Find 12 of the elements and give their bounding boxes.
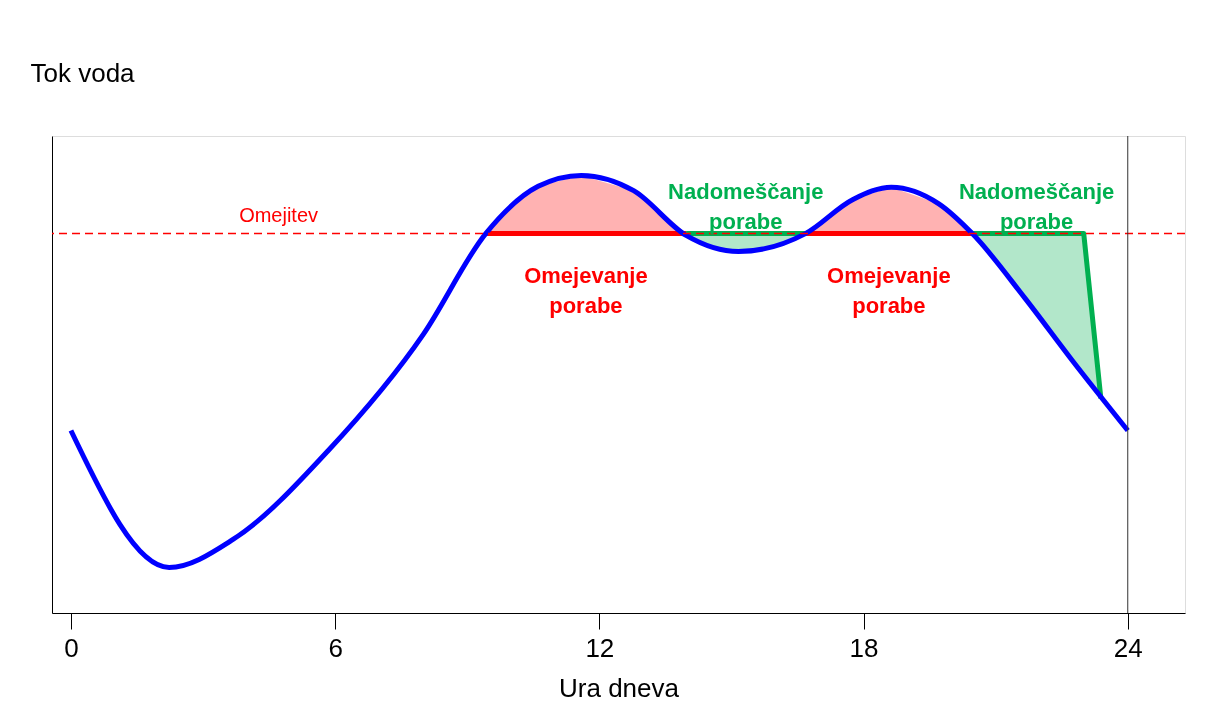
x-axis-title: Ura dneva <box>559 672 680 703</box>
x-tick-label: 0 <box>64 632 79 663</box>
x-tick-label: 12 <box>585 632 615 663</box>
annotation: Nadomeščanje porabe <box>958 178 1115 234</box>
ref-line-label: Omejitev <box>239 203 319 226</box>
annotation: Omejevanje porabe <box>524 262 648 318</box>
annotation: Nadomeščanje porabe <box>668 178 824 234</box>
x-tick-label: 6 <box>328 632 343 663</box>
annotation: Omejevanje porabe <box>827 262 951 318</box>
x-tick-label: 24 <box>1113 632 1143 663</box>
x-tick-label: 18 <box>849 632 879 663</box>
y-axis-title: Tok voda <box>30 57 136 88</box>
